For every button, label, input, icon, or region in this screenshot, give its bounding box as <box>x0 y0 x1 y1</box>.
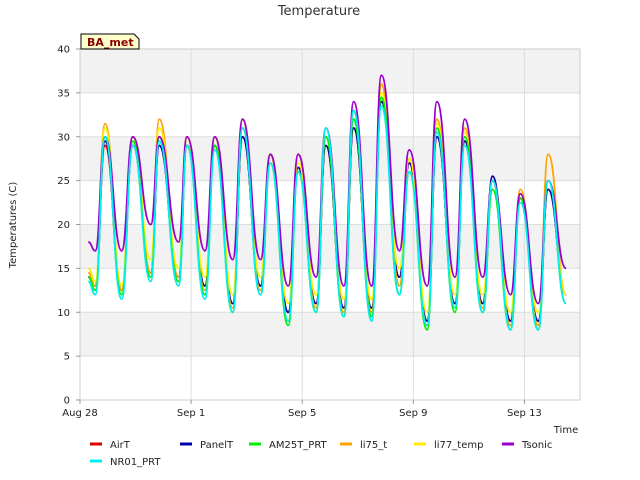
legend-label: li77_temp <box>434 440 483 451</box>
legend-item-panelt: PanelT <box>180 440 234 451</box>
station-badge-label: BA_met <box>87 36 134 49</box>
legend-label: Tsonic <box>521 440 552 451</box>
y-tick-label: 30 <box>57 132 70 143</box>
legend-item-am25t-prt: AM25T_PRT <box>249 440 328 451</box>
x-tick-label: Sep 13 <box>507 408 542 419</box>
y-axis-label: Temperatures (C) <box>8 182 19 270</box>
y-tick-label: 20 <box>57 220 70 231</box>
grid-band <box>80 312 580 357</box>
chart-title: Temperature <box>277 4 360 19</box>
y-tick-label: 25 <box>57 176 70 187</box>
x-tick-label: Sep 1 <box>177 408 205 419</box>
legend-item-nr01-prt: NR01_PRT <box>90 457 161 468</box>
legend-item-tsonic: Tsonic <box>502 440 552 451</box>
legend-item-airt: AirT <box>90 440 131 451</box>
station-badge: BA_met <box>80 33 140 50</box>
series-line-nr01-prt <box>87 105 567 331</box>
legend: AirT PanelT AM25T_PRT li75_t li77_temp Tsonic… <box>90 440 552 468</box>
grid-band <box>80 49 580 93</box>
x-axis-label: Time <box>553 425 578 436</box>
legend-label: AM25T_PRT <box>269 440 328 451</box>
x-tick-label: Sep 9 <box>399 408 427 419</box>
legend-label: NR01_PRT <box>110 457 161 468</box>
x-tick-label: Aug 28 <box>62 408 97 419</box>
legend-item-li75-t: li75_t <box>340 440 387 451</box>
y-tick-label: 5 <box>64 352 70 363</box>
x-tick-label: Sep 5 <box>288 408 316 419</box>
y-tick-label: 40 <box>57 45 70 56</box>
legend-label: li75_t <box>360 440 387 451</box>
y-tick-label: 10 <box>57 308 70 319</box>
legend-item-li77-temp: li77_temp <box>414 440 483 451</box>
y-tick-label: 0 <box>64 396 70 407</box>
legend-label: PanelT <box>200 440 234 451</box>
y-tick-label: 35 <box>57 88 70 99</box>
grid-band <box>80 224 580 269</box>
legend-label: AirT <box>110 440 131 451</box>
y-tick-label: 15 <box>57 264 70 275</box>
